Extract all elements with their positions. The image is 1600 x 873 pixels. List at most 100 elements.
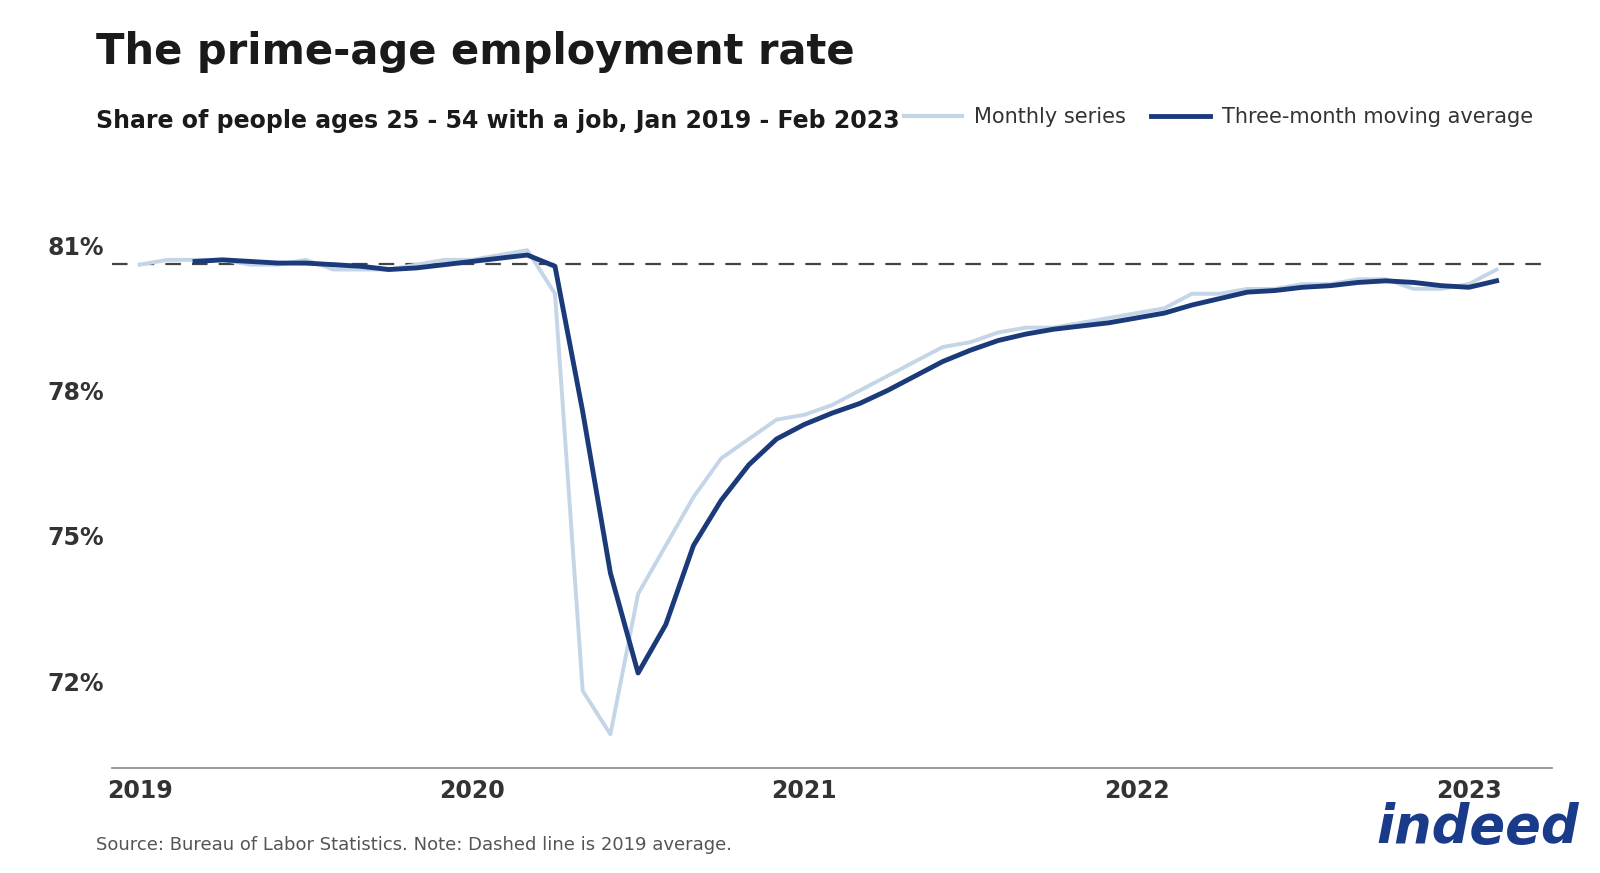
Monthly series: [600, 729, 619, 739]
Monthly series: [573, 685, 592, 696]
Three-month moving average: [213, 255, 232, 265]
Monthly series: [1072, 318, 1091, 328]
Three-month moving average: [795, 419, 814, 430]
Three-month moving average: [546, 261, 565, 272]
Monthly series: [1403, 284, 1422, 294]
Three-month moving average: [1099, 318, 1118, 328]
Monthly series: [683, 491, 702, 502]
Three-month moving average: [1266, 285, 1285, 296]
Three-month moving average: [1072, 320, 1091, 331]
Line: Three-month moving average: Three-month moving average: [195, 255, 1496, 673]
Three-month moving average: [1182, 299, 1202, 310]
Three-month moving average: [1043, 324, 1062, 334]
Three-month moving average: [1432, 280, 1451, 291]
Monthly series: [186, 255, 205, 265]
Three-month moving average: [379, 265, 398, 275]
Three-month moving average: [600, 567, 619, 578]
Three-month moving average: [352, 261, 371, 272]
Monthly series: [1126, 308, 1146, 319]
Three-month moving average: [739, 459, 758, 470]
Legend: Monthly series, Three-month moving average: Monthly series, Three-month moving avera…: [896, 99, 1541, 135]
Three-month moving average: [766, 434, 786, 444]
Monthly series: [766, 415, 786, 425]
Monthly series: [1266, 284, 1285, 294]
Monthly series: [546, 288, 565, 299]
Monthly series: [962, 337, 981, 347]
Monthly series: [406, 259, 426, 270]
Monthly series: [1486, 265, 1506, 275]
Monthly series: [1155, 303, 1174, 313]
Monthly series: [1238, 284, 1258, 294]
Three-month moving average: [406, 263, 426, 273]
Monthly series: [130, 259, 149, 270]
Monthly series: [269, 259, 288, 270]
Line: Monthly series: Monthly series: [139, 251, 1496, 734]
Monthly series: [1293, 278, 1312, 289]
Three-month moving average: [296, 258, 315, 268]
Monthly series: [850, 385, 869, 395]
Monthly series: [518, 245, 538, 256]
Monthly series: [213, 255, 232, 265]
Three-month moving average: [712, 495, 731, 505]
Three-month moving average: [323, 259, 342, 270]
Monthly series: [1432, 284, 1451, 294]
Text: The prime-age employment rate: The prime-age employment rate: [96, 31, 854, 72]
Monthly series: [158, 255, 178, 265]
Three-month moving average: [1238, 287, 1258, 298]
Three-month moving average: [1322, 280, 1341, 291]
Three-month moving average: [240, 256, 259, 266]
Monthly series: [629, 588, 648, 599]
Monthly series: [822, 400, 842, 410]
Three-month moving average: [962, 345, 981, 355]
Text: indeed: indeed: [1376, 801, 1579, 854]
Three-month moving average: [933, 356, 952, 367]
Monthly series: [656, 540, 675, 551]
Monthly series: [1182, 288, 1202, 299]
Three-month moving average: [490, 253, 509, 264]
Three-month moving average: [1459, 282, 1478, 292]
Monthly series: [323, 265, 342, 275]
Monthly series: [379, 265, 398, 275]
Three-month moving average: [518, 250, 538, 260]
Three-month moving average: [1349, 278, 1368, 288]
Monthly series: [240, 259, 259, 270]
Monthly series: [296, 255, 315, 265]
Three-month moving average: [1403, 278, 1422, 288]
Monthly series: [1322, 278, 1341, 289]
Three-month moving average: [683, 540, 702, 551]
Three-month moving average: [1155, 308, 1174, 319]
Monthly series: [795, 409, 814, 420]
Text: Source: Bureau of Labor Statistics. Note: Dashed line is 2019 average.: Source: Bureau of Labor Statistics. Note…: [96, 835, 733, 854]
Monthly series: [1043, 322, 1062, 333]
Three-month moving average: [1376, 276, 1395, 286]
Three-month moving average: [822, 408, 842, 418]
Monthly series: [435, 255, 454, 265]
Three-month moving average: [629, 668, 648, 678]
Three-month moving average: [269, 258, 288, 268]
Three-month moving average: [850, 398, 869, 409]
Monthly series: [1016, 322, 1035, 333]
Three-month moving average: [1126, 313, 1146, 323]
Three-month moving average: [989, 335, 1008, 346]
Monthly series: [906, 356, 925, 367]
Three-month moving average: [878, 385, 898, 395]
Monthly series: [878, 371, 898, 382]
Monthly series: [989, 327, 1008, 338]
Monthly series: [352, 265, 371, 275]
Text: Share of people ages 25 - 54 with a job, Jan 2019 - Feb 2023: Share of people ages 25 - 54 with a job,…: [96, 109, 899, 133]
Three-month moving average: [462, 256, 482, 266]
Three-month moving average: [1210, 293, 1229, 304]
Three-month moving average: [1486, 276, 1506, 286]
Monthly series: [712, 453, 731, 464]
Three-month moving average: [1016, 329, 1035, 340]
Monthly series: [1099, 313, 1118, 323]
Three-month moving average: [1293, 282, 1312, 292]
Monthly series: [490, 250, 509, 260]
Three-month moving average: [186, 256, 205, 266]
Monthly series: [462, 255, 482, 265]
Monthly series: [1376, 274, 1395, 285]
Three-month moving average: [656, 619, 675, 629]
Three-month moving average: [573, 406, 592, 416]
Monthly series: [1210, 288, 1229, 299]
Monthly series: [1349, 274, 1368, 285]
